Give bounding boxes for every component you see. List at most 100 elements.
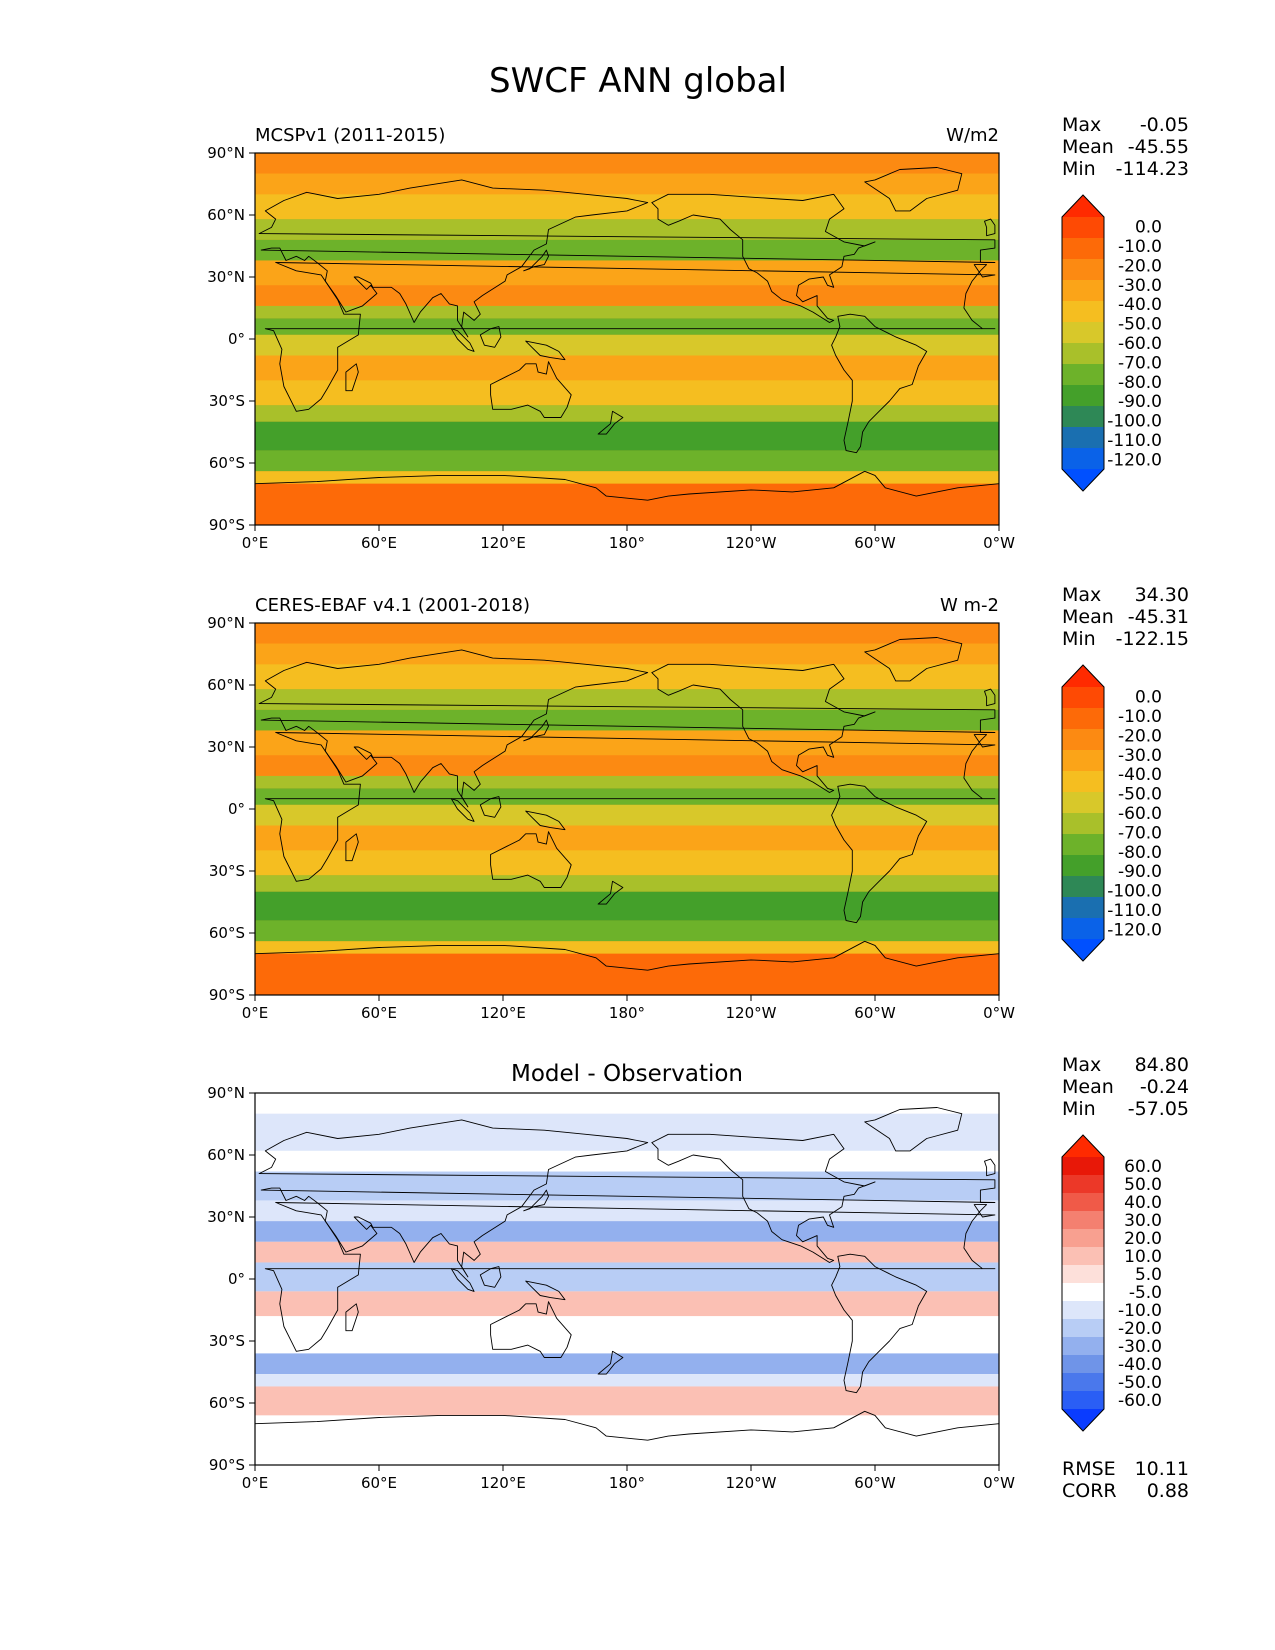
coastline (345, 363, 359, 392)
colorbar-outline (1061, 1134, 1105, 1432)
lon-tick-label: 120°W (726, 1474, 777, 1492)
lon-tick-label: 0°E (242, 1474, 269, 1492)
coastline (479, 1266, 502, 1288)
coastline (490, 1301, 572, 1358)
lat-tick-label: 60°S (209, 1394, 245, 1412)
colorbar-label: -60.0 (1118, 1391, 1162, 1411)
field-band (255, 421, 999, 451)
colorbar-label: -80.0 (1118, 373, 1162, 393)
stat-value-min: -57.05 (1128, 1098, 1189, 1120)
stat-label: Min (1062, 628, 1096, 650)
coastline (525, 340, 566, 361)
colorbar-label: -100.0 (1107, 412, 1162, 432)
coastline (255, 940, 999, 995)
field-band (255, 804, 999, 826)
map-field (255, 153, 999, 525)
colorbar-label: -10.0 (1118, 237, 1162, 257)
stat-label: Mean (1062, 606, 1114, 628)
field-band (255, 788, 999, 805)
colorbar-label: -60.0 (1118, 334, 1162, 354)
field-band (255, 825, 999, 851)
field-band (255, 941, 999, 954)
stat-value-mean: -45.31 (1128, 606, 1189, 628)
field-band (255, 355, 999, 381)
colorbar-segment (1062, 729, 1104, 751)
colorbar-segment (1062, 750, 1104, 772)
field-band (255, 875, 999, 892)
lon-tick-label: 120°E (480, 1474, 526, 1492)
coastline (831, 1253, 928, 1394)
lon-tick-label: 180° (609, 1004, 645, 1022)
field-band (255, 1316, 999, 1354)
coastline (984, 218, 996, 237)
colorbar-label: -70.0 (1118, 353, 1162, 373)
panel-model: 0°E 60°E 120°E 180° 120°W 60°W 0°W 90°N 60°N 30°N… (207, 114, 1189, 552)
lon-tick-label: 0°E (242, 534, 269, 552)
field-band (255, 471, 999, 484)
colorbar-label: -50.0 (1118, 785, 1162, 805)
colorbar-label: -60.0 (1118, 804, 1162, 824)
stat-label: Max (1062, 1054, 1101, 1076)
colorbar-segment (1062, 687, 1104, 709)
colorbar-segment (1062, 771, 1104, 793)
coastline (450, 328, 475, 352)
coastline (651, 193, 876, 323)
colorbar-label: -40.0 (1118, 1355, 1162, 1375)
coastline (255, 1410, 999, 1465)
lat-tick-label: 90°N (207, 144, 245, 162)
field-band (255, 689, 999, 710)
field-band (255, 1241, 999, 1263)
field-band (255, 334, 999, 356)
coastline (479, 796, 502, 818)
colorbar-segment (1062, 1211, 1104, 1230)
coastline (255, 470, 999, 525)
colorbar-label: -100.0 (1107, 882, 1162, 902)
field-band (255, 380, 999, 406)
metric-value-rmse: 10.11 (1135, 1458, 1189, 1480)
colorbar-label: -50.0 (1118, 315, 1162, 335)
field-band (255, 1415, 999, 1465)
field-band (255, 405, 999, 422)
lat-tick-label: 60°N (207, 1146, 245, 1164)
colorbar-label: 5.0 (1135, 1265, 1162, 1285)
colorbar-segment (1062, 1193, 1104, 1212)
field-band (255, 755, 999, 776)
metric-value-corr: 0.88 (1147, 1480, 1189, 1502)
colorbar-segment (1062, 1247, 1104, 1266)
field-band (255, 891, 999, 921)
panel-obs: 0°E 60°E 120°E 180° 120°W 60°W 0°W 90°N 60°N 30°N… (207, 584, 1189, 1022)
colorbar-extend-max (1062, 195, 1104, 217)
colorbar-label: 40.0 (1124, 1193, 1162, 1213)
colorbar-segment (1062, 280, 1104, 302)
colorbar-segment (1062, 834, 1104, 856)
colorbar-label: 20.0 (1124, 1229, 1162, 1249)
stat-value-min: -114.23 (1116, 158, 1189, 180)
lon-tick-label: 60°W (854, 534, 896, 552)
field-band (255, 643, 999, 665)
coastline (597, 880, 624, 905)
coastline (523, 719, 549, 742)
colorbar-label: -110.0 (1107, 901, 1162, 921)
coastline (525, 1280, 566, 1301)
colorbar-segment (1062, 1319, 1104, 1338)
colorbar-extend-min (1062, 939, 1104, 961)
colorbar-segment (1062, 1265, 1104, 1284)
colorbar-label: -30.0 (1118, 276, 1162, 296)
lat-tick-label: 30°N (207, 738, 245, 756)
field-band (255, 850, 999, 876)
stat-label: Mean (1062, 136, 1114, 158)
lon-tick-label: 60°W (854, 1474, 896, 1492)
coastline (864, 167, 963, 212)
colorbar-segment (1062, 259, 1104, 281)
lat-tick-label: 90°N (207, 1084, 245, 1102)
lon-tick-label: 120°E (480, 1004, 526, 1022)
stat-label: Max (1062, 114, 1101, 136)
field-band (255, 775, 999, 789)
stat-label: Max (1062, 584, 1101, 606)
lat-tick-label: 0° (228, 330, 245, 348)
lat-tick-label: 30°S (209, 392, 245, 410)
colorbar-label: 60.0 (1124, 1157, 1162, 1177)
colorbar-label: -20.0 (1118, 1319, 1162, 1339)
coastline (450, 798, 475, 822)
colorbar-label: -20.0 (1118, 726, 1162, 746)
